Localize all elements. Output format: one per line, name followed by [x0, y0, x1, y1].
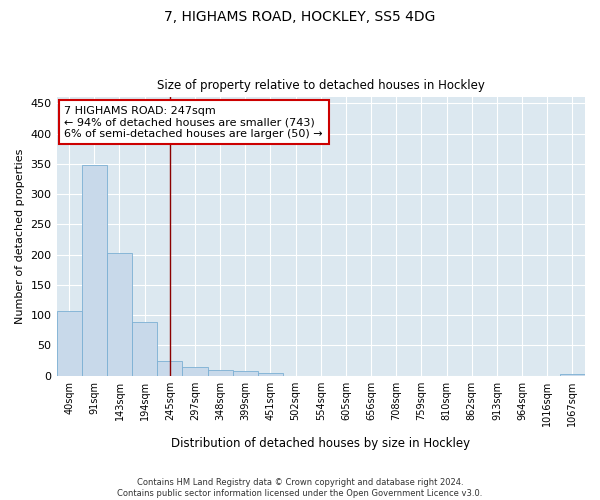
- Title: Size of property relative to detached houses in Hockley: Size of property relative to detached ho…: [157, 79, 485, 92]
- X-axis label: Distribution of detached houses by size in Hockley: Distribution of detached houses by size …: [171, 437, 470, 450]
- Bar: [208, 370, 233, 376]
- Bar: [56, 311, 82, 376]
- Bar: [107, 253, 132, 376]
- Bar: [82, 165, 107, 376]
- Bar: [258, 372, 283, 376]
- Text: 7, HIGHAMS ROAD, HOCKLEY, SS5 4DG: 7, HIGHAMS ROAD, HOCKLEY, SS5 4DG: [164, 10, 436, 24]
- Bar: [157, 360, 182, 376]
- Bar: [132, 322, 157, 376]
- Bar: [182, 366, 208, 376]
- Text: Contains HM Land Registry data © Crown copyright and database right 2024.
Contai: Contains HM Land Registry data © Crown c…: [118, 478, 482, 498]
- Text: 7 HIGHAMS ROAD: 247sqm
← 94% of detached houses are smaller (743)
6% of semi-det: 7 HIGHAMS ROAD: 247sqm ← 94% of detached…: [64, 106, 323, 139]
- Bar: [560, 374, 585, 376]
- Bar: [233, 372, 258, 376]
- Y-axis label: Number of detached properties: Number of detached properties: [15, 149, 25, 324]
